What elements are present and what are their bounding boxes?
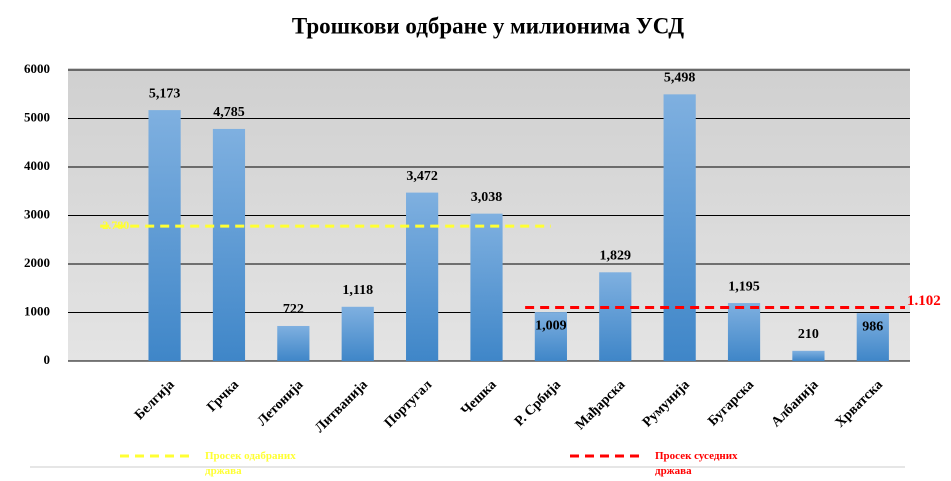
bar xyxy=(341,306,374,361)
bar xyxy=(534,312,567,361)
y-tick-label: 4000 xyxy=(24,158,50,173)
chart-title: Трошкови одбране у милионима УСД xyxy=(292,13,684,38)
y-tick-label: 5000 xyxy=(24,109,50,124)
legend-label: Просек суседних држава xyxy=(655,450,738,477)
x-tick-label: Белгија xyxy=(132,377,178,423)
bar xyxy=(856,313,889,361)
bar xyxy=(663,94,696,362)
x-tick-label: Румунија xyxy=(640,377,693,430)
x-tick-label: Грчка xyxy=(204,377,242,415)
x-tick-label: Чешка xyxy=(458,377,499,418)
bar xyxy=(406,192,439,361)
x-tick-label: Р. Србија xyxy=(512,377,564,429)
data-label: 4,785 xyxy=(213,105,245,120)
y-tick-label: 6000 xyxy=(24,61,50,76)
data-label: 210 xyxy=(798,327,819,342)
reference-label: 1.102 xyxy=(907,293,941,309)
x-tick-label: Литванија xyxy=(312,377,371,436)
data-label: 986 xyxy=(862,319,883,334)
x-tick-label: Бугарска xyxy=(705,377,757,429)
y-tick-label: 1000 xyxy=(24,303,50,318)
bar xyxy=(727,303,761,361)
reference-label: 2.780 xyxy=(102,218,129,232)
legend-label: Просек одабраних држава xyxy=(205,450,296,477)
data-label: 1,118 xyxy=(342,283,373,298)
x-tick-label: Португал xyxy=(382,377,436,431)
data-label: 3,038 xyxy=(471,190,503,205)
data-label: 5,498 xyxy=(664,71,696,86)
x-tick-label: Албанија xyxy=(769,377,822,430)
bar xyxy=(148,110,181,361)
x-tick-label: Хрватска xyxy=(833,377,886,430)
y-tick-label: 3000 xyxy=(24,206,50,221)
data-label: 722 xyxy=(283,302,304,317)
bar xyxy=(470,213,503,361)
bar xyxy=(792,350,825,361)
data-label: 3,472 xyxy=(406,169,438,184)
data-label: 1,829 xyxy=(600,249,632,264)
bar xyxy=(212,128,246,361)
data-label: 1,195 xyxy=(728,279,760,294)
data-label: 5,173 xyxy=(149,86,181,101)
data-label: 1,009 xyxy=(535,318,567,333)
y-tick-label: 2000 xyxy=(24,255,50,270)
bar xyxy=(277,325,310,361)
y-tick-label: 0 xyxy=(44,352,51,367)
x-tick-label: Мађарска xyxy=(573,377,629,433)
x-tick-label: Летонија xyxy=(255,377,307,429)
bar xyxy=(599,272,632,361)
